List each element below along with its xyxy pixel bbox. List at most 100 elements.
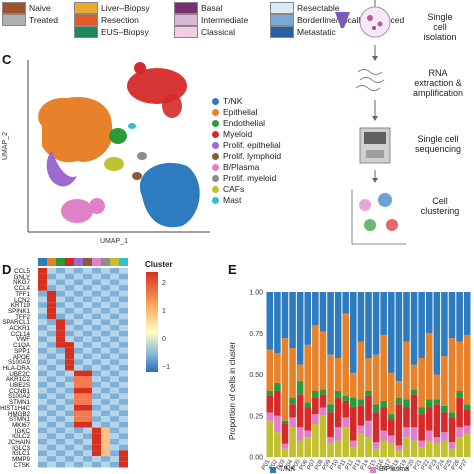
bar-x-tick: P23 bbox=[428, 458, 439, 471]
heatmap-cell bbox=[119, 330, 128, 337]
heatmap-cell bbox=[47, 296, 56, 303]
heatmap-cell bbox=[47, 313, 56, 320]
heatmap-cell bbox=[119, 416, 128, 422]
heatmap-cell bbox=[119, 382, 128, 388]
heatmap-cell bbox=[56, 359, 65, 365]
heatmap-cell bbox=[74, 359, 83, 365]
heatmap-cell bbox=[74, 382, 83, 388]
heatmap-cell bbox=[38, 456, 47, 462]
heatmap-cell bbox=[38, 410, 47, 417]
heatmap-cell bbox=[47, 285, 56, 291]
heatmap-cell bbox=[74, 342, 83, 348]
heatmap-cell bbox=[83, 376, 92, 382]
bar-x-tick: P07 bbox=[307, 458, 318, 471]
bar-segment bbox=[304, 437, 312, 457]
umap-xlabel: UMAP_1 bbox=[100, 238, 129, 245]
gene-label: UBE2C bbox=[9, 370, 30, 378]
bar-segment bbox=[357, 405, 365, 426]
heatmap-cell bbox=[110, 370, 119, 377]
sample-legend-item: Resectable bbox=[270, 2, 340, 14]
heatmap-cell bbox=[74, 421, 83, 428]
heatmap-cell bbox=[74, 353, 83, 360]
legend-label: Classical bbox=[201, 27, 236, 37]
heatmap-cell bbox=[47, 399, 56, 405]
heatmap-cell bbox=[110, 330, 119, 337]
panel-c-label: C bbox=[2, 52, 12, 67]
heatmap-cell bbox=[92, 342, 101, 348]
bar-segment bbox=[418, 440, 425, 448]
heatmap-cell bbox=[92, 353, 101, 360]
legend-swatch bbox=[174, 2, 198, 14]
heatmap-cell bbox=[47, 393, 56, 400]
heatmap-cell bbox=[119, 279, 128, 286]
bar-legend-swatch bbox=[270, 466, 276, 473]
heatmap-cell bbox=[65, 325, 74, 331]
sample-legend-item: Resection bbox=[74, 14, 139, 26]
bar-segment bbox=[296, 364, 304, 382]
heatmap-cell bbox=[110, 410, 119, 417]
sample-legend-item: Intermediate bbox=[174, 14, 248, 26]
heatmap-cell bbox=[65, 364, 74, 371]
bar-segment bbox=[418, 414, 425, 441]
workflow-step-isolation: Single cell isolation bbox=[423, 12, 457, 42]
heatmap-cell bbox=[83, 307, 92, 314]
bar-segment bbox=[342, 395, 350, 401]
heatmap-cell bbox=[101, 376, 110, 382]
heatmap-cell bbox=[38, 404, 47, 411]
bar-segment bbox=[456, 397, 463, 428]
bar-segment bbox=[274, 382, 281, 391]
bar-segment bbox=[403, 341, 410, 400]
bar-segment bbox=[365, 420, 372, 438]
bar-segment bbox=[342, 292, 350, 314]
bar-segment bbox=[395, 404, 403, 446]
legend-label: Treated bbox=[29, 15, 58, 25]
clustering-icon bbox=[351, 190, 406, 245]
heatmap-cell bbox=[47, 456, 56, 462]
bar-segment bbox=[456, 341, 463, 391]
cluster-b-plasma-2 bbox=[89, 198, 105, 214]
heatmap-cell bbox=[56, 393, 65, 400]
heatmap-cell bbox=[83, 370, 92, 377]
heatmap-cell bbox=[83, 382, 92, 388]
bar-segment bbox=[342, 427, 350, 457]
heatmap-cell bbox=[101, 273, 110, 280]
heatmap-cell bbox=[47, 336, 56, 343]
heatmap-cell bbox=[101, 268, 110, 274]
bar-segment bbox=[456, 437, 463, 457]
heatmap-cell bbox=[119, 421, 128, 428]
bar-segment bbox=[410, 427, 418, 441]
bar-segment bbox=[304, 430, 312, 438]
heatmap-cell bbox=[38, 399, 47, 405]
heatmap-cell bbox=[47, 307, 56, 314]
heatmap-cell bbox=[38, 450, 47, 457]
bar-segment bbox=[289, 404, 296, 418]
heatmap-cell bbox=[38, 393, 47, 400]
bar-segment bbox=[425, 430, 433, 441]
umap-legend-item: B/Plasma bbox=[212, 162, 259, 172]
heatmap-cell bbox=[83, 450, 92, 457]
bar-segment bbox=[425, 292, 433, 334]
bar-segment bbox=[387, 443, 395, 457]
heatmap-cell bbox=[101, 296, 110, 303]
sample-legend-item: EUS–Biopsy bbox=[74, 26, 149, 38]
heatmap-cell bbox=[38, 421, 47, 428]
heatmap-cell bbox=[56, 433, 65, 439]
heatmap-cell bbox=[65, 302, 74, 308]
cluster-label: Endothelial bbox=[223, 118, 266, 128]
gene-label: TFF2 bbox=[15, 313, 30, 321]
bar-segment bbox=[372, 442, 380, 449]
bar-segment bbox=[274, 432, 281, 457]
heatmap-cell bbox=[119, 399, 128, 405]
heatmap-cell bbox=[47, 444, 56, 451]
bar-segment bbox=[281, 424, 289, 444]
bar-segment bbox=[304, 407, 312, 431]
bar-segment bbox=[410, 364, 418, 390]
heatmap-cluster-annotation bbox=[83, 258, 92, 266]
heatmap-cell bbox=[92, 336, 101, 343]
bar-segment bbox=[357, 292, 365, 342]
bar-segment bbox=[289, 348, 296, 398]
bar-x-tick: P13 bbox=[352, 458, 363, 471]
heatmap-cell bbox=[38, 342, 47, 348]
workflow-step-rna: RNA extraction & amplification bbox=[412, 68, 464, 98]
bar-segment bbox=[372, 404, 380, 413]
